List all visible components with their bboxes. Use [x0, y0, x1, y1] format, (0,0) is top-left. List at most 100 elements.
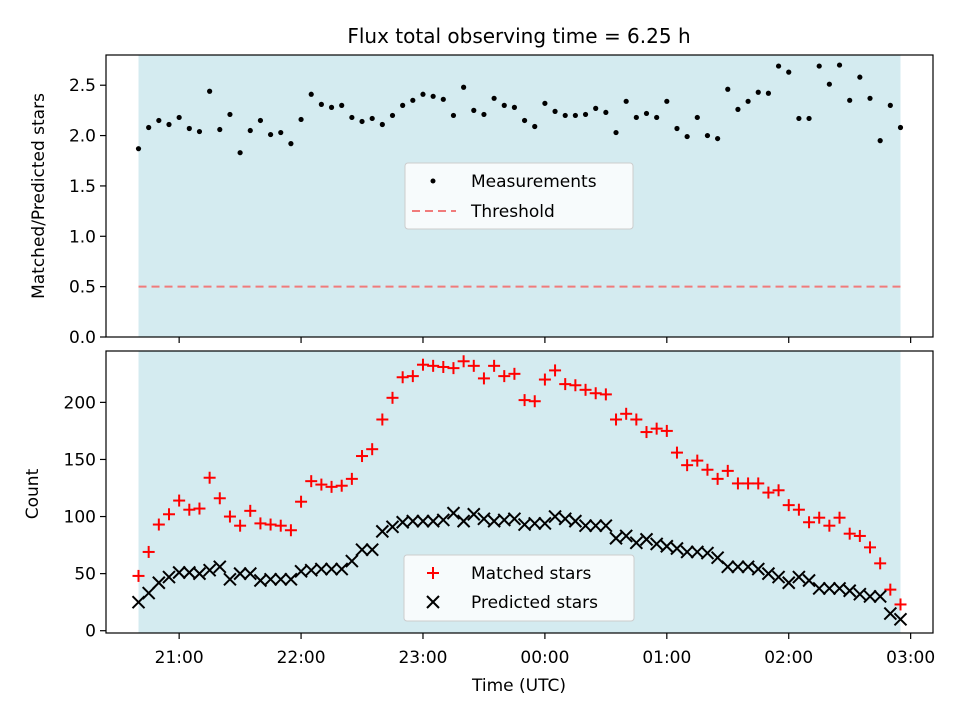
matched-stars-point — [721, 464, 734, 477]
y-tick-label: 1.5 — [69, 177, 96, 197]
predicted-stars-point — [243, 566, 257, 581]
matched-stars-point — [701, 463, 714, 476]
measurement-point — [542, 100, 548, 106]
matched-stars-point — [152, 518, 165, 531]
measurement-point — [562, 112, 568, 119]
predicted-stars-point — [588, 518, 603, 533]
x-tick-label: 23:00 — [398, 648, 447, 668]
bottom-plot-frame — [105, 350, 934, 634]
matched-stars-point — [477, 372, 490, 385]
predicted-stars-point — [863, 589, 877, 604]
measurement-point — [654, 114, 660, 121]
predicted-stars-point — [314, 562, 329, 576]
predicted-stars-point — [741, 560, 755, 574]
matched-stars-point — [559, 378, 572, 391]
bottom-legend-box — [403, 554, 635, 622]
predicted-stars-point — [284, 572, 298, 587]
predicted-stars-point — [375, 524, 390, 539]
matched-stars-point — [162, 508, 175, 521]
matched-stars-point — [792, 503, 805, 516]
measurement-point — [694, 114, 700, 121]
predicted-stars-point — [782, 576, 796, 590]
predicted-stars-point — [223, 572, 237, 587]
matched-stars-point — [132, 569, 145, 582]
predicted-stars-point — [680, 545, 694, 559]
matched-stars-point — [864, 541, 877, 554]
matched-stars-point — [325, 480, 338, 493]
predicted-stars-point — [355, 542, 369, 557]
matched-stars-point — [254, 517, 267, 530]
bottom-panel: 0 50 100 150 200 21:00 22:00 23:00 00:00 01:00 02… — [23, 350, 935, 696]
predicted-stars-point — [192, 566, 207, 581]
measurement-point — [267, 131, 274, 138]
predicted-stars-point — [274, 572, 288, 587]
matched-stars-point — [752, 477, 765, 490]
measurement-point — [176, 114, 182, 121]
predicted-stars-point — [792, 570, 806, 584]
measurement-point — [369, 115, 375, 122]
chart-title: Flux total observing time = 6.25 h — [347, 24, 690, 48]
measurement-point — [491, 95, 497, 101]
predicted-stars-point — [233, 566, 247, 581]
measurement-point — [826, 81, 832, 87]
measurement-point — [684, 133, 690, 140]
measurement-point — [196, 128, 203, 135]
measurement-point — [217, 126, 223, 133]
measurement-point — [288, 141, 294, 147]
predicted-stars-point — [446, 506, 461, 520]
y-tick-label: 1.0 — [69, 227, 96, 247]
y-tick-label: 50 — [74, 565, 96, 585]
x-tick-label: 02:00 — [764, 648, 813, 668]
measurement-point — [877, 138, 883, 144]
predicted-stars-point — [802, 573, 816, 588]
matched-stars-point — [264, 518, 277, 531]
predicted-stars-point — [152, 576, 166, 590]
measurement-point — [359, 118, 365, 125]
predicted-stars-point — [609, 531, 623, 545]
x-tick-label: 03:00 — [886, 648, 935, 668]
measurement-point — [704, 132, 711, 139]
measurement-point — [836, 62, 843, 68]
top-plot-frame — [105, 54, 934, 338]
measurement-point — [349, 114, 355, 121]
predicted-stars-point — [629, 536, 644, 550]
predicted-stars-point — [548, 509, 562, 524]
measurement-point — [207, 88, 213, 94]
y-tick-label: 200 — [64, 393, 96, 413]
measurement-point — [247, 127, 253, 134]
y-tick-label: 0.5 — [69, 278, 96, 298]
measurement-point — [481, 111, 487, 118]
measurement-point — [146, 124, 152, 131]
measurement-point — [420, 91, 426, 97]
measurement-point — [603, 109, 609, 116]
measurement-point — [867, 95, 873, 101]
matched-stars-point — [386, 391, 399, 404]
matched-stars-point — [437, 360, 450, 373]
measurement-point — [227, 111, 233, 118]
matched-stars-point — [376, 413, 389, 426]
measurement-point — [582, 111, 589, 118]
matched-stars-point — [681, 459, 694, 472]
predicted-stars-point — [771, 570, 786, 584]
matched-stars-point — [589, 387, 602, 400]
measurement-point — [755, 89, 761, 95]
measurement-point — [593, 105, 599, 111]
matched-stars-point — [538, 373, 551, 386]
measurement-point — [308, 91, 314, 97]
matched-stars-point — [427, 359, 440, 372]
predicted-stars-point — [406, 514, 420, 528]
matched-stars-point — [569, 379, 582, 392]
matched-stars-point — [599, 388, 612, 401]
y-tick-label: 100 — [64, 508, 96, 528]
x-tick-label: 01:00 — [642, 648, 691, 668]
matched-stars-point — [853, 529, 866, 542]
measurement-point — [339, 102, 345, 108]
measurement-point — [501, 102, 507, 108]
y-tick-label: 2.5 — [69, 76, 96, 96]
measurement-point — [664, 98, 670, 104]
measurement-point — [765, 90, 772, 96]
measurement-point — [511, 104, 518, 110]
matched-stars-point — [498, 370, 511, 383]
matched-stars-point — [335, 479, 348, 492]
bottom-y-axis-label: Count — [23, 468, 43, 519]
